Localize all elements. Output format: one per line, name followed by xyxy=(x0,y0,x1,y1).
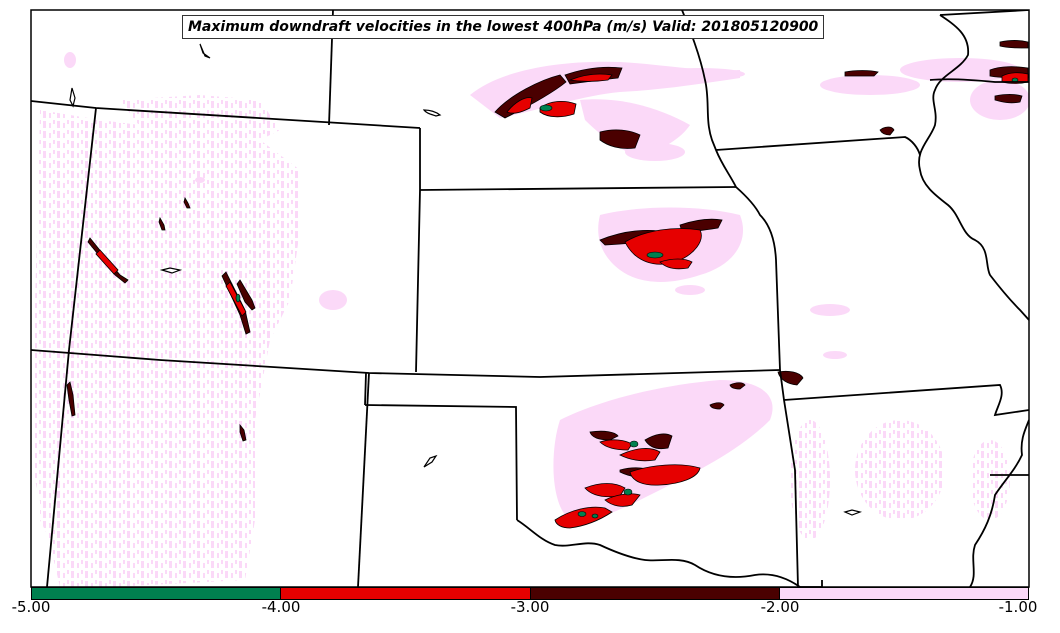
colorbar-tick-label: -2.00 xyxy=(760,598,800,616)
colorbar-segment xyxy=(281,588,531,599)
colorbar-segment xyxy=(32,588,282,599)
state-boundaries xyxy=(31,10,1029,587)
colorbar-tick-label: -4.00 xyxy=(261,598,301,616)
colorbar xyxy=(31,587,1029,600)
map-title: Maximum downdraft velocities in the lowe… xyxy=(182,15,825,39)
colorbar-tick-label: -5.00 xyxy=(11,598,51,616)
green-contours xyxy=(235,77,1019,519)
colorbar-segment xyxy=(779,588,1028,599)
lakes xyxy=(69,43,863,516)
colorbar-tick-label: -3.00 xyxy=(510,598,550,616)
colorbar-tick-label: -1.00 xyxy=(998,598,1038,616)
colorbar-segment xyxy=(530,588,780,599)
light-pink-contours xyxy=(35,52,1029,587)
red-contours xyxy=(95,72,1029,529)
